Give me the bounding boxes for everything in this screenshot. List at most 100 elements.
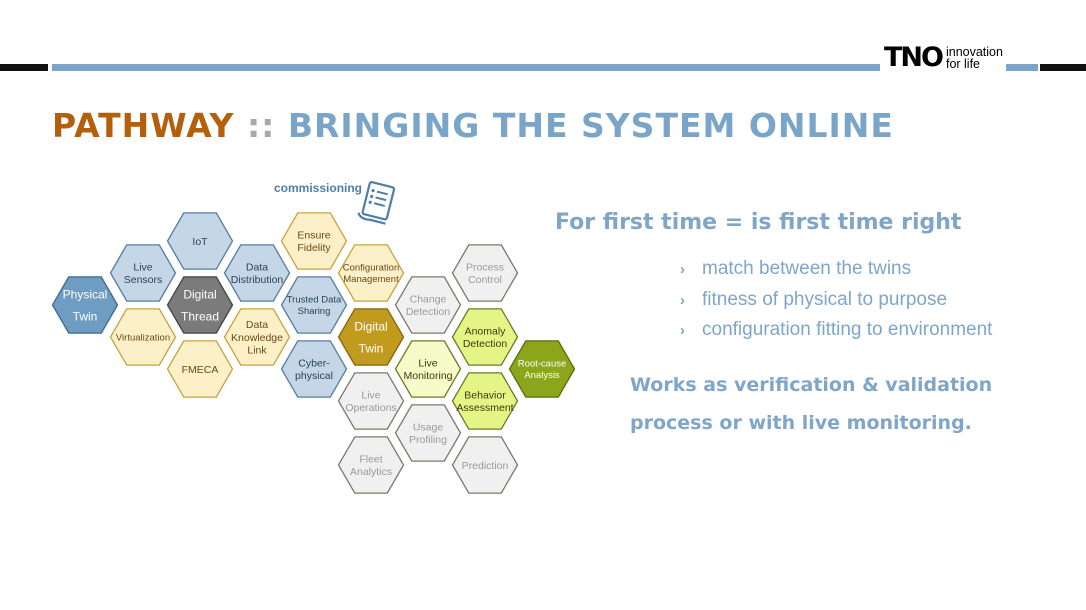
bullet-item: › match between the twins [680, 256, 992, 287]
hex-cyber-physical: Cyber-physical [280, 340, 348, 398]
hex-shape [451, 436, 519, 494]
checklist-document-icon [357, 181, 396, 225]
hex-fmeca: FMECA [166, 340, 234, 398]
hex-label: Trusted Data [287, 295, 342, 306]
verification-note-line1: Works as verification & validation [630, 374, 993, 396]
capability-hex-diagram: PhysicalTwinLiveSensorsVirtualizationIoT… [51, 212, 576, 494]
hex-label: Behavior [464, 389, 506, 401]
title-main: BRINGING THE SYSTEM ONLINE [287, 106, 894, 145]
hex-shape [166, 276, 234, 334]
bullet-item: › configuration fitting to environment [680, 317, 992, 348]
bullet-marker: › [680, 322, 685, 339]
tno-logo: TNO innovation for life [884, 44, 1003, 71]
hex-shape [337, 308, 405, 366]
hex-shape [109, 308, 177, 366]
hex-shape [451, 372, 519, 430]
hex-label: Anomaly [465, 325, 507, 337]
hex-shape [508, 340, 576, 398]
title-separator: :: [234, 106, 288, 145]
hex-shape [451, 244, 519, 302]
bullet-item: › fitness of physical to purpose [680, 287, 992, 318]
hex-label: Live [418, 357, 437, 369]
hex-label: Monitoring [403, 370, 452, 382]
hex-shape [337, 436, 405, 494]
logo-tagline-line1: innovation [945, 44, 1003, 59]
header-rule-blue [52, 64, 880, 71]
hex-physical-twin: Physical Twin [51, 276, 119, 334]
hex-label: Analytics [350, 466, 392, 478]
hex-label: Knowledge [231, 332, 283, 344]
hex-shape [223, 244, 291, 302]
hex-digital-twin: Digital Twin [337, 308, 405, 366]
headline: For first time = is first time right [555, 210, 962, 235]
verification-note: Works as verification & validation proce… [630, 366, 992, 442]
hex-label: Configuration [343, 263, 400, 274]
logo-mark: TNO [884, 42, 944, 73]
hex-label: Live [361, 389, 380, 401]
bullet-text: configuration fitting to environment [702, 319, 993, 340]
hex-label: Thread [181, 309, 219, 323]
bullet-list: › match between the twins › fitness of phy… [680, 256, 992, 348]
hex-label: Digital [183, 287, 216, 301]
hex-shape [451, 308, 519, 366]
header-rule-left [0, 64, 48, 71]
hex-label: Analysis [524, 370, 560, 381]
hex-shape [109, 244, 177, 302]
bullet-marker: › [680, 261, 685, 278]
hex-label: Twin [73, 309, 98, 323]
hex-label: Detection [406, 306, 451, 318]
title-pathway: PATHWAY [52, 106, 235, 145]
hex-label: Process [466, 261, 504, 273]
hex-shape [394, 404, 462, 462]
bullet-text: fitness of physical to purpose [702, 288, 948, 310]
hex-label: Control [468, 274, 502, 286]
hex-label: Live [133, 261, 152, 273]
hex-shape [394, 340, 462, 398]
hex-label: Digital [354, 319, 387, 333]
hex-label: Link [247, 345, 267, 357]
hex-label: Distribution [231, 274, 284, 286]
header-rule-right [1040, 64, 1086, 71]
hex-shape [280, 212, 348, 270]
bullet-marker: › [680, 291, 685, 309]
hex-label: Physical [63, 287, 108, 301]
hex-shape [280, 276, 348, 334]
hex-prediction: Prediction [451, 436, 519, 494]
hex-label: Usage [413, 421, 444, 433]
hex-label: Data [246, 319, 268, 331]
hex-digital-thread: Digital Thread [166, 276, 234, 334]
hex-label: Prediction [462, 460, 509, 472]
hex-label: Operations [345, 402, 396, 414]
hex-label: Virtualization [116, 332, 170, 343]
hex-label: Sharing [298, 306, 331, 317]
hex-shape [337, 244, 405, 302]
hex-label: Sensors [124, 274, 163, 286]
hex-label: Management [343, 274, 399, 285]
logo-tagline: innovation for life [945, 44, 1003, 71]
hex-label: Fleet [359, 453, 382, 465]
slide-title: PATHWAY :: BRINGING THE SYSTEM ONLINE [52, 106, 894, 145]
hex-shape [337, 372, 405, 430]
hex-shape [280, 340, 348, 398]
hex-iot: IoT [166, 212, 234, 270]
hex-shape [223, 308, 291, 366]
hex-label: Profiling [409, 434, 447, 446]
hex-label: physical [295, 370, 333, 382]
hex-label: Change [410, 293, 447, 305]
hex-label: Root-cause [518, 359, 567, 370]
logo-tagline-line2: for life [945, 56, 981, 71]
hex-label: Ensure [297, 229, 330, 241]
bullet-text: match between the twins [702, 258, 912, 279]
hex-label: Assessment [456, 402, 513, 414]
